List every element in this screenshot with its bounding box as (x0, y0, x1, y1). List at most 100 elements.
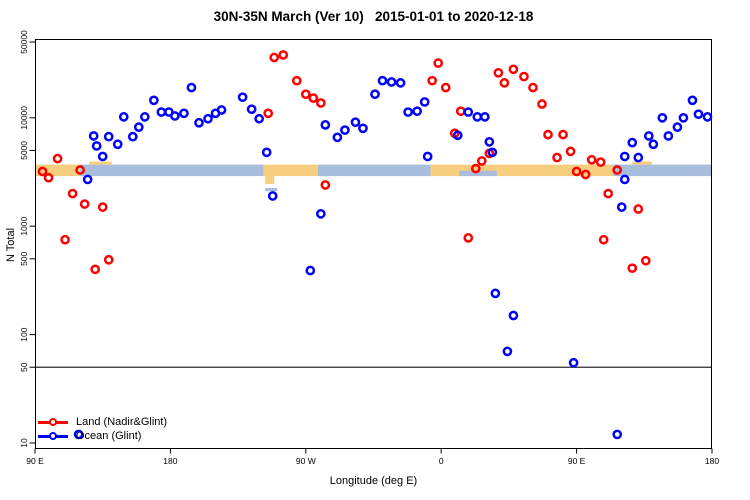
data-point-land (308, 93, 319, 103)
data-point-ocean (663, 131, 674, 141)
data-point-ocean (112, 139, 123, 150)
band-detail-land (89, 161, 112, 165)
data-point-land (90, 264, 101, 275)
data-point-ocean (412, 106, 422, 117)
data-point-land (558, 129, 568, 140)
data-point-ocean (508, 310, 519, 321)
land-ocean-band-segment-ocean (612, 164, 712, 177)
data-point-land (269, 52, 280, 63)
data-point-land (493, 67, 504, 78)
data-point-land (291, 75, 302, 86)
data-point-ocean (133, 122, 144, 132)
data-point-ocean (422, 151, 433, 162)
data-point-ocean (643, 131, 654, 141)
data-point-land (580, 169, 591, 180)
data-point-ocean (261, 147, 272, 158)
data-point-ocean (452, 130, 463, 141)
data-point-ocean (246, 104, 257, 115)
data-point-ocean (472, 112, 483, 122)
chart-title: 30N-35N March (Ver 10) 2015-01-01 to 202… (213, 9, 534, 24)
data-point-ocean (627, 137, 638, 148)
legend-label-ocean: Ocean (Glint) (76, 430, 142, 442)
data-point-ocean (88, 131, 99, 141)
x-tick-label: 90 E (26, 456, 44, 466)
y-axis-label: N Total (5, 227, 17, 262)
data-point-ocean (568, 357, 579, 368)
data-point-land (633, 204, 644, 214)
data-point-ocean (619, 174, 630, 185)
data-point-ocean (254, 113, 265, 124)
land-ocean-band-segment-ocean (80, 164, 264, 177)
ocean-series-marker-icon (38, 429, 68, 443)
data-point-ocean (118, 112, 129, 122)
data-point-land (612, 165, 623, 175)
data-point-land (52, 153, 63, 164)
data-point-ocean (377, 75, 388, 86)
data-point-ocean (386, 77, 397, 87)
data-point-land (476, 156, 487, 166)
data-point-ocean (139, 112, 150, 122)
data-point-land (440, 82, 451, 93)
x-tick-label: 180 (163, 456, 177, 466)
x-tick-label: 90 E (568, 456, 586, 466)
data-point-ocean (156, 107, 167, 117)
data-point-ocean (73, 429, 84, 440)
plot-box (35, 39, 712, 449)
data-point-land (463, 233, 474, 243)
data-point-ocean (502, 346, 513, 357)
data-point-land (603, 188, 614, 199)
data-point-ocean (403, 107, 413, 117)
data-point-ocean (687, 95, 698, 106)
legend-item-ocean: Ocean (Glint) (38, 429, 167, 443)
data-point-land (470, 163, 481, 174)
data-point-ocean (103, 131, 114, 142)
data-point-ocean (97, 151, 108, 162)
data-point-ocean (619, 151, 630, 162)
data-point-ocean (702, 112, 713, 122)
data-point-ocean (419, 97, 430, 107)
land-ocean-band-segment-land (430, 164, 613, 177)
data-point-land (427, 75, 438, 86)
data-point-land (586, 154, 597, 165)
y-tick-label: 500 (19, 251, 29, 265)
y-tick-label: 50 (19, 362, 29, 372)
data-point-ocean (350, 117, 361, 128)
data-point-land (565, 146, 576, 157)
data-point-land (499, 78, 510, 88)
data-point-ocean (170, 111, 180, 121)
data-point-ocean (179, 108, 189, 119)
y-tick-label: 1000 (19, 216, 29, 235)
data-point-land (97, 202, 108, 212)
y-tick-label: 10000 (19, 106, 29, 130)
data-point-ocean (657, 112, 668, 123)
legend: Land (Nadir&Glint) Ocean (Glint) (38, 415, 167, 443)
data-point-land (315, 98, 326, 108)
data-point-ocean (678, 112, 689, 123)
band-detail-land (265, 176, 275, 185)
data-point-ocean (216, 105, 227, 115)
y-tick-label: 50000 (19, 30, 29, 54)
land-ocean-band-segment-ocean (317, 164, 431, 177)
data-point-ocean (648, 139, 659, 150)
data-point-ocean (370, 89, 380, 100)
land-ocean-band-segment-land (35, 164, 81, 177)
data-point-land (79, 199, 90, 209)
data-point-land (67, 188, 78, 199)
land-series-circle (49, 418, 57, 426)
data-point-land (519, 71, 529, 82)
data-point-ocean (490, 288, 501, 299)
data-point-land (571, 166, 582, 177)
data-point-land (543, 129, 553, 140)
data-point-land (103, 254, 114, 265)
data-point-ocean (82, 174, 93, 185)
data-point-land (43, 172, 54, 183)
data-point-ocean (672, 122, 683, 132)
x-axis-label: Longitude (deg E) (329, 475, 418, 487)
data-point-ocean (612, 429, 623, 440)
data-point-ocean (149, 95, 159, 106)
land-ocean-band-segment-land (263, 164, 318, 177)
data-point-ocean (693, 109, 704, 120)
band-detail-land (632, 161, 652, 165)
